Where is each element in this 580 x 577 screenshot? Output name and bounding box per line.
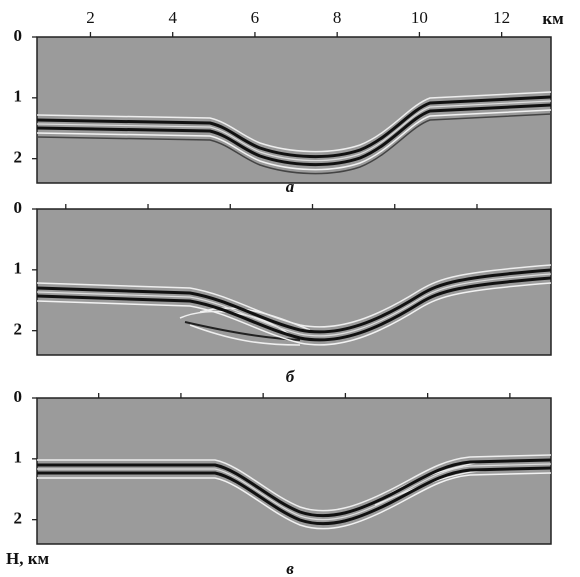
x-tick-label: 12	[493, 8, 510, 27]
reflector-c	[35, 454, 553, 530]
x-unit: км	[542, 9, 564, 28]
x-tick-label: 4	[168, 8, 177, 27]
y-tick-label: 1	[14, 448, 23, 467]
x-tick-label: 10	[411, 8, 428, 27]
x-tick-label: 2	[86, 8, 95, 27]
x-tick-label: 8	[333, 8, 342, 27]
reflectors	[35, 91, 553, 530]
y-tick-label: 2	[14, 148, 23, 167]
panel-frame	[36, 208, 552, 356]
y-tick-label: 1	[14, 87, 23, 106]
y-tick-label: 0	[14, 387, 23, 406]
y-tick-label: 0	[14, 26, 23, 45]
y-axis-label: H, км	[6, 549, 50, 568]
y-tick-label: 2	[14, 320, 23, 339]
y-tick-label: 1	[14, 259, 23, 278]
panel-caption: б	[286, 367, 296, 386]
panel-caption: а	[286, 177, 295, 196]
panel-caption: в	[286, 559, 294, 577]
x-tick-label: 6	[251, 8, 260, 27]
y-tick-label: 0	[14, 198, 23, 217]
reflector-b	[35, 264, 553, 346]
y-tick-label: 2	[14, 509, 23, 528]
